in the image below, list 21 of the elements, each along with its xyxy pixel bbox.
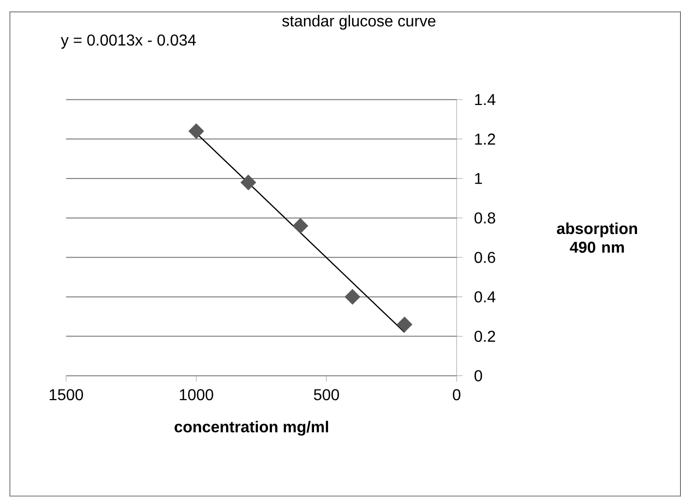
y-tick-label: 0.2 (474, 330, 496, 342)
point (240, 174, 256, 191)
x-tick-label: 0 (452, 389, 460, 400)
point (188, 124, 204, 140)
y-tick-label: 0 (474, 370, 482, 382)
point (396, 316, 412, 333)
y-tick-label: 0.6 (474, 252, 496, 264)
point (344, 289, 360, 305)
text: y = 0.0013x - 0.034 (60, 34, 196, 49)
y-tick-label: 1.4 (475, 94, 496, 106)
y-tick-label: 0.8 (474, 212, 496, 224)
y-tick-label: 1 (475, 173, 482, 184)
chart-title: standar glucose curve (282, 15, 436, 30)
y-axis-title: absorption 490 nm (556, 222, 638, 254)
y-tick-label: 1.2 (475, 134, 496, 145)
x-tick-label: 1000 (180, 389, 214, 400)
y-tick-label: 0.4 (474, 291, 496, 303)
x-tick-label: 500 (314, 389, 339, 400)
x-axis-title: concentration mg/ml (174, 421, 328, 436)
point (292, 218, 308, 234)
x-tick-label: 1500 (50, 389, 83, 400)
